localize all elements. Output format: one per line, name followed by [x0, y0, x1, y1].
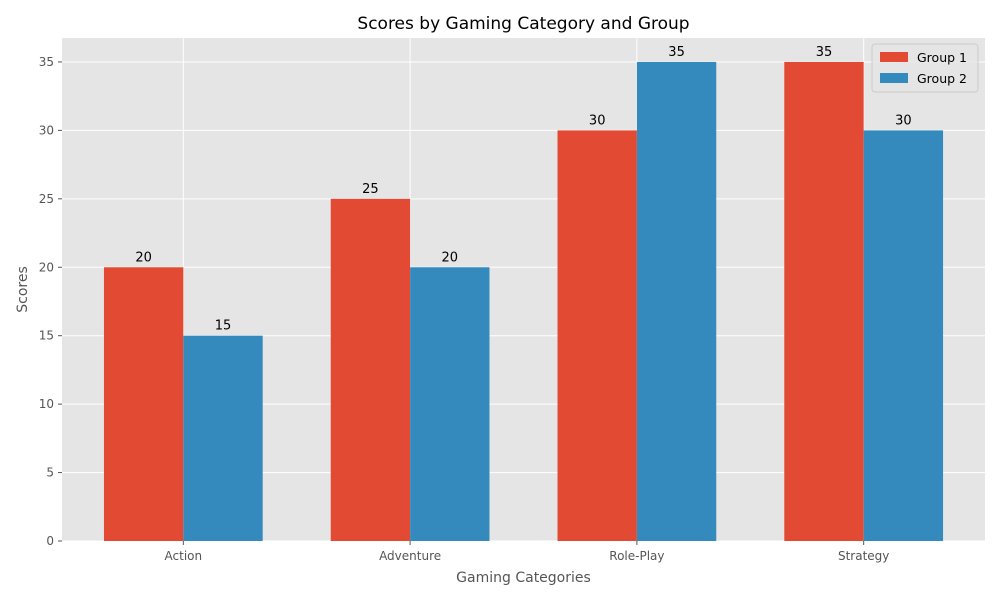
data-label: 35 — [816, 45, 833, 60]
data-label: 35 — [668, 45, 685, 60]
data-label: 25 — [362, 182, 379, 197]
x-tick-label: Action — [165, 549, 203, 563]
bar — [863, 130, 944, 541]
legend-swatch — [880, 52, 908, 62]
legend-swatch — [880, 73, 908, 83]
axes: 0 5 10 15 20 25 30 35 Action Adventure Role-Play St… — [39, 55, 890, 563]
y-axis-label: Scores — [15, 266, 31, 313]
data-label: 20 — [135, 250, 152, 265]
y-tick-label: 25 — [39, 192, 54, 206]
y-tick-label: 15 — [39, 329, 54, 343]
data-label: 30 — [895, 113, 912, 128]
y-tick-label: 0 — [46, 534, 54, 548]
legend: Group 1 Group 2 — [871, 43, 979, 93]
legend-label: Group 2 — [917, 71, 967, 86]
y-tick-label: 30 — [39, 123, 54, 137]
data-label: 15 — [215, 319, 232, 334]
data-label: 30 — [589, 113, 606, 128]
bar — [330, 198, 411, 542]
data-label: 20 — [442, 250, 459, 265]
bars — [103, 61, 944, 542]
y-tick-label: 5 — [46, 466, 54, 480]
x-tick-label: Adventure — [379, 549, 441, 563]
y-tick-label: 20 — [39, 260, 54, 274]
legend-label: Group 1 — [917, 50, 967, 65]
bar — [557, 130, 637, 541]
x-tick-label: Strategy — [838, 549, 889, 563]
x-tick-label: Role-Play — [609, 549, 664, 563]
data-labels: 20 25 30 35 15 20 35 30 — [135, 45, 911, 334]
bar — [636, 61, 717, 541]
y-tick-label: 35 — [39, 55, 54, 69]
bar — [103, 267, 184, 541]
chart-title: Scores by Gaming Category and Group — [357, 14, 689, 34]
bar — [410, 267, 490, 541]
bar — [183, 335, 263, 541]
x-axis-label: Gaming Categories — [456, 570, 591, 586]
y-tick-label: 10 — [39, 397, 54, 411]
bar — [784, 61, 864, 541]
